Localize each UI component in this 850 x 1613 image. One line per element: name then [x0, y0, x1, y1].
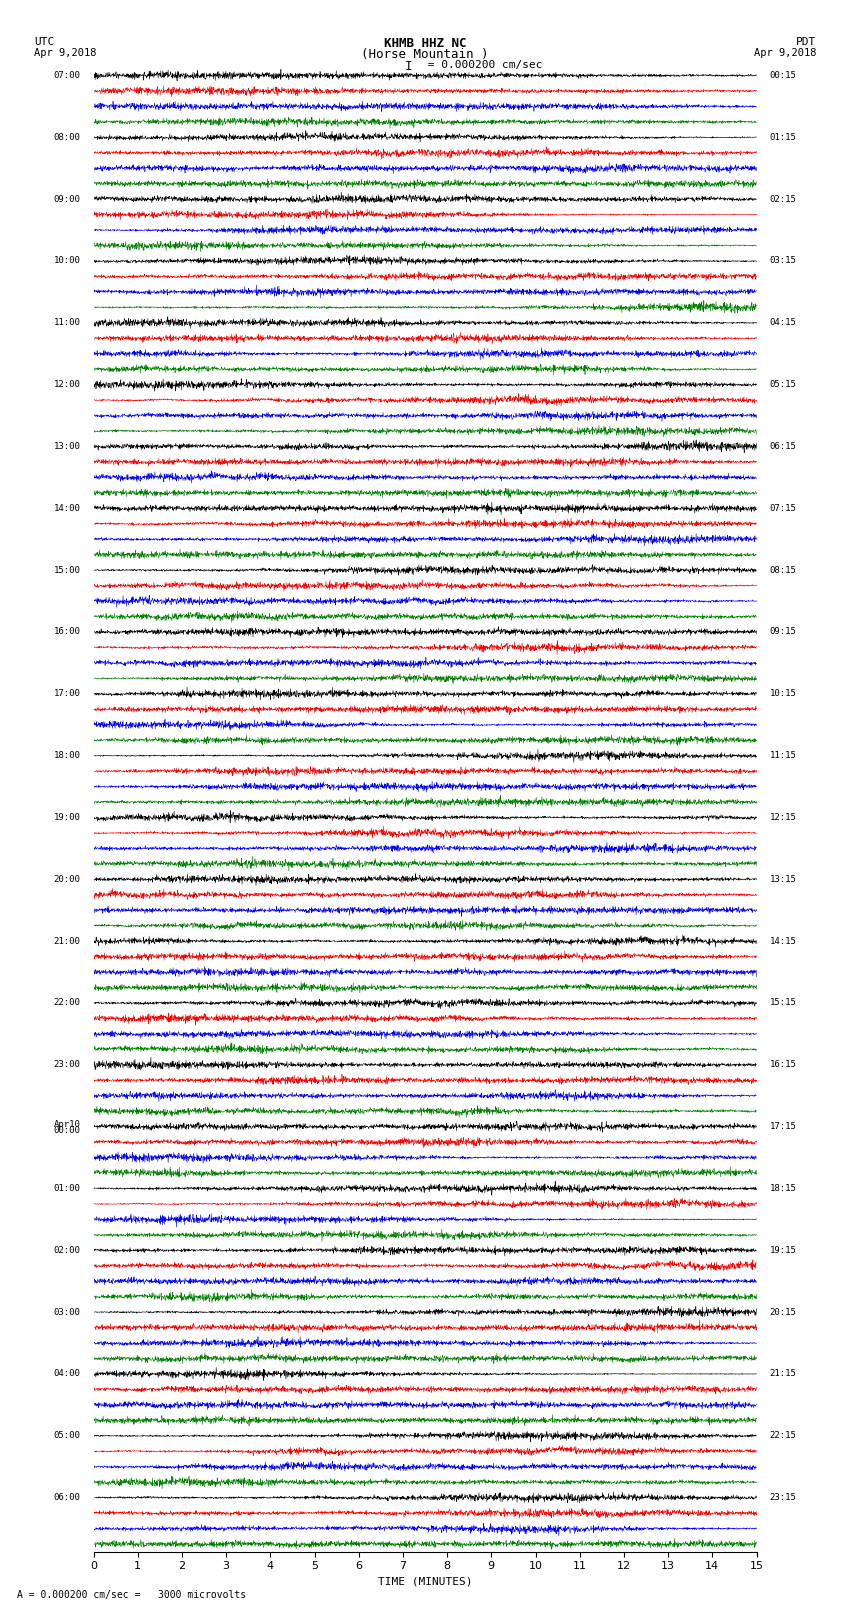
Text: KHMB HHZ NC: KHMB HHZ NC	[383, 37, 467, 50]
Text: 06:15: 06:15	[770, 442, 796, 452]
Text: 02:15: 02:15	[770, 195, 796, 203]
Text: 22:00: 22:00	[54, 998, 80, 1008]
Text: 23:15: 23:15	[770, 1494, 796, 1502]
Text: 10:15: 10:15	[770, 689, 796, 698]
Text: 04:15: 04:15	[770, 318, 796, 327]
Text: 02:00: 02:00	[54, 1245, 80, 1255]
Text: 14:15: 14:15	[770, 937, 796, 945]
Text: 08:00: 08:00	[54, 132, 80, 142]
Text: = 0.000200 cm/sec: = 0.000200 cm/sec	[421, 60, 542, 69]
Text: 03:00: 03:00	[54, 1308, 80, 1316]
Text: 11:15: 11:15	[770, 752, 796, 760]
Text: 21:00: 21:00	[54, 937, 80, 945]
Text: 01:15: 01:15	[770, 132, 796, 142]
Text: 16:00: 16:00	[54, 627, 80, 637]
Text: A = 0.000200 cm/sec =   3000 microvolts: A = 0.000200 cm/sec = 3000 microvolts	[17, 1590, 246, 1600]
Text: Apr 9,2018: Apr 9,2018	[753, 48, 816, 58]
Text: 15:15: 15:15	[770, 998, 796, 1008]
Text: 19:00: 19:00	[54, 813, 80, 823]
Text: 03:15: 03:15	[770, 256, 796, 266]
Text: 15:00: 15:00	[54, 566, 80, 574]
Text: 07:00: 07:00	[54, 71, 80, 81]
Text: 20:15: 20:15	[770, 1308, 796, 1316]
Text: 22:15: 22:15	[770, 1431, 796, 1440]
Text: 20:00: 20:00	[54, 874, 80, 884]
Text: I: I	[405, 60, 411, 73]
Text: UTC: UTC	[34, 37, 54, 47]
Text: Apr10: Apr10	[54, 1119, 80, 1129]
Text: Apr 9,2018: Apr 9,2018	[34, 48, 97, 58]
Text: 11:00: 11:00	[54, 318, 80, 327]
Text: 10:00: 10:00	[54, 256, 80, 266]
Text: 18:15: 18:15	[770, 1184, 796, 1194]
Text: 04:00: 04:00	[54, 1369, 80, 1379]
Text: 00:15: 00:15	[770, 71, 796, 81]
Text: 09:00: 09:00	[54, 195, 80, 203]
Text: PDT: PDT	[796, 37, 816, 47]
Text: 19:15: 19:15	[770, 1245, 796, 1255]
Text: 01:00: 01:00	[54, 1184, 80, 1194]
Text: 18:00: 18:00	[54, 752, 80, 760]
Text: 21:15: 21:15	[770, 1369, 796, 1379]
Text: 23:00: 23:00	[54, 1060, 80, 1069]
Text: 16:15: 16:15	[770, 1060, 796, 1069]
Text: 12:15: 12:15	[770, 813, 796, 823]
Text: 09:15: 09:15	[770, 627, 796, 637]
Text: 00:00: 00:00	[54, 1126, 80, 1136]
Text: 05:00: 05:00	[54, 1431, 80, 1440]
Text: 12:00: 12:00	[54, 381, 80, 389]
Text: 14:00: 14:00	[54, 503, 80, 513]
Text: 13:15: 13:15	[770, 874, 796, 884]
Text: 06:00: 06:00	[54, 1494, 80, 1502]
X-axis label: TIME (MINUTES): TIME (MINUTES)	[377, 1578, 473, 1587]
Text: 08:15: 08:15	[770, 566, 796, 574]
Text: 05:15: 05:15	[770, 381, 796, 389]
Text: 17:15: 17:15	[770, 1123, 796, 1131]
Text: 13:00: 13:00	[54, 442, 80, 452]
Text: (Horse Mountain ): (Horse Mountain )	[361, 48, 489, 61]
Text: 07:15: 07:15	[770, 503, 796, 513]
Text: 17:00: 17:00	[54, 689, 80, 698]
